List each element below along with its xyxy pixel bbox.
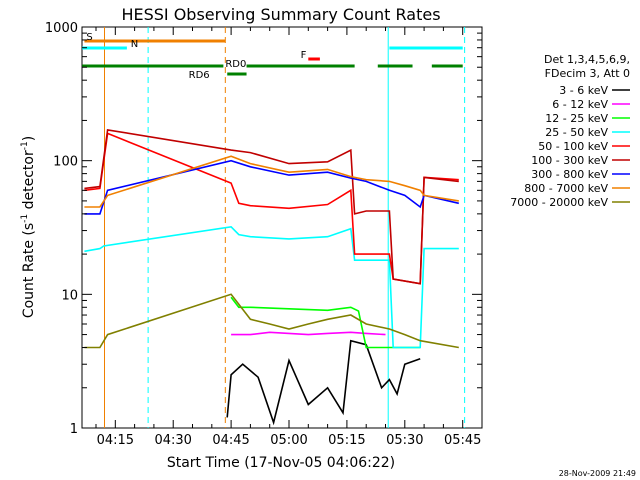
flag-label-s: S	[86, 32, 92, 43]
legend-label-6: 300 - 800 keV	[531, 168, 608, 181]
legend-label-0: 3 - 6 keV	[559, 84, 608, 97]
series-line-3	[84, 225, 459, 349]
series-lines	[84, 128, 459, 426]
y-tick-label-3: 1000	[45, 21, 78, 36]
x-tick-label-0: 04:15	[97, 433, 134, 448]
y-axis-label: Count Rate (s-1 detector-1)	[20, 136, 37, 318]
series-line-8	[84, 293, 459, 349]
legend-label-2: 12 - 25 keV	[545, 112, 608, 125]
flag-label-f: F	[301, 50, 307, 61]
legend-label-8: 7000 - 20000 keV	[510, 196, 608, 209]
x-axis-label: Start Time (17-Nov-05 04:06:22)	[167, 455, 395, 471]
flag-label-rd6: RD6	[189, 70, 210, 81]
observing-flags: S N F RD0 RD6	[82, 32, 463, 81]
timestamp: 28-Nov-2009 21:49	[559, 469, 636, 478]
legend-label-7: 800 - 7000 keV	[524, 182, 608, 195]
series-line-0	[226, 339, 421, 426]
x-tick-label-6: 05:45	[444, 433, 481, 448]
x-tick-label-4: 05:15	[328, 433, 365, 448]
series-line-6	[84, 159, 459, 215]
chart-title: HESSI Observing Summary Count Rates	[121, 5, 440, 24]
legend-label-5: 100 - 300 keV	[531, 154, 608, 167]
x-axis: 04:15 04:30 04:45 05:00 05:15 05:30 05:45	[95, 27, 481, 448]
y-tick-label-0: 1	[70, 422, 78, 437]
series-line-7	[84, 155, 459, 208]
x-tick-label-2: 04:45	[212, 433, 249, 448]
plot-frame	[81, 26, 483, 429]
plot-area: S N F RD0 RD6	[81, 26, 483, 429]
x-tick-label-5: 05:30	[386, 433, 423, 448]
series-line-4	[84, 132, 459, 285]
flag-label-n: N	[131, 39, 138, 50]
legend-label-1: 6 - 12 keV	[552, 98, 608, 111]
series-line-5	[84, 128, 459, 285]
y-tick-label-1: 10	[61, 288, 78, 303]
vertical-markers	[104, 27, 466, 428]
y-tick-label-2: 100	[53, 155, 78, 170]
legend-header-line-1: Det 1,3,4,5,6,9,	[544, 53, 630, 66]
series-line-1	[231, 331, 386, 336]
x-tick-label-3: 05:00	[270, 433, 307, 448]
flag-label-rd0: RD0	[225, 59, 246, 70]
legend-label-4: 50 - 100 keV	[538, 140, 608, 153]
y-axis: 1 10 100 1000	[45, 21, 482, 437]
x-tick-label-1: 04:30	[154, 433, 191, 448]
legend-label-3: 25 - 50 keV	[545, 126, 608, 139]
legend-header-line-2: FDecim 3, Att 0	[545, 67, 630, 80]
legend: Det 1,3,4,5,6,9, FDecim 3, Att 0 3 - 6 k…	[510, 53, 630, 209]
